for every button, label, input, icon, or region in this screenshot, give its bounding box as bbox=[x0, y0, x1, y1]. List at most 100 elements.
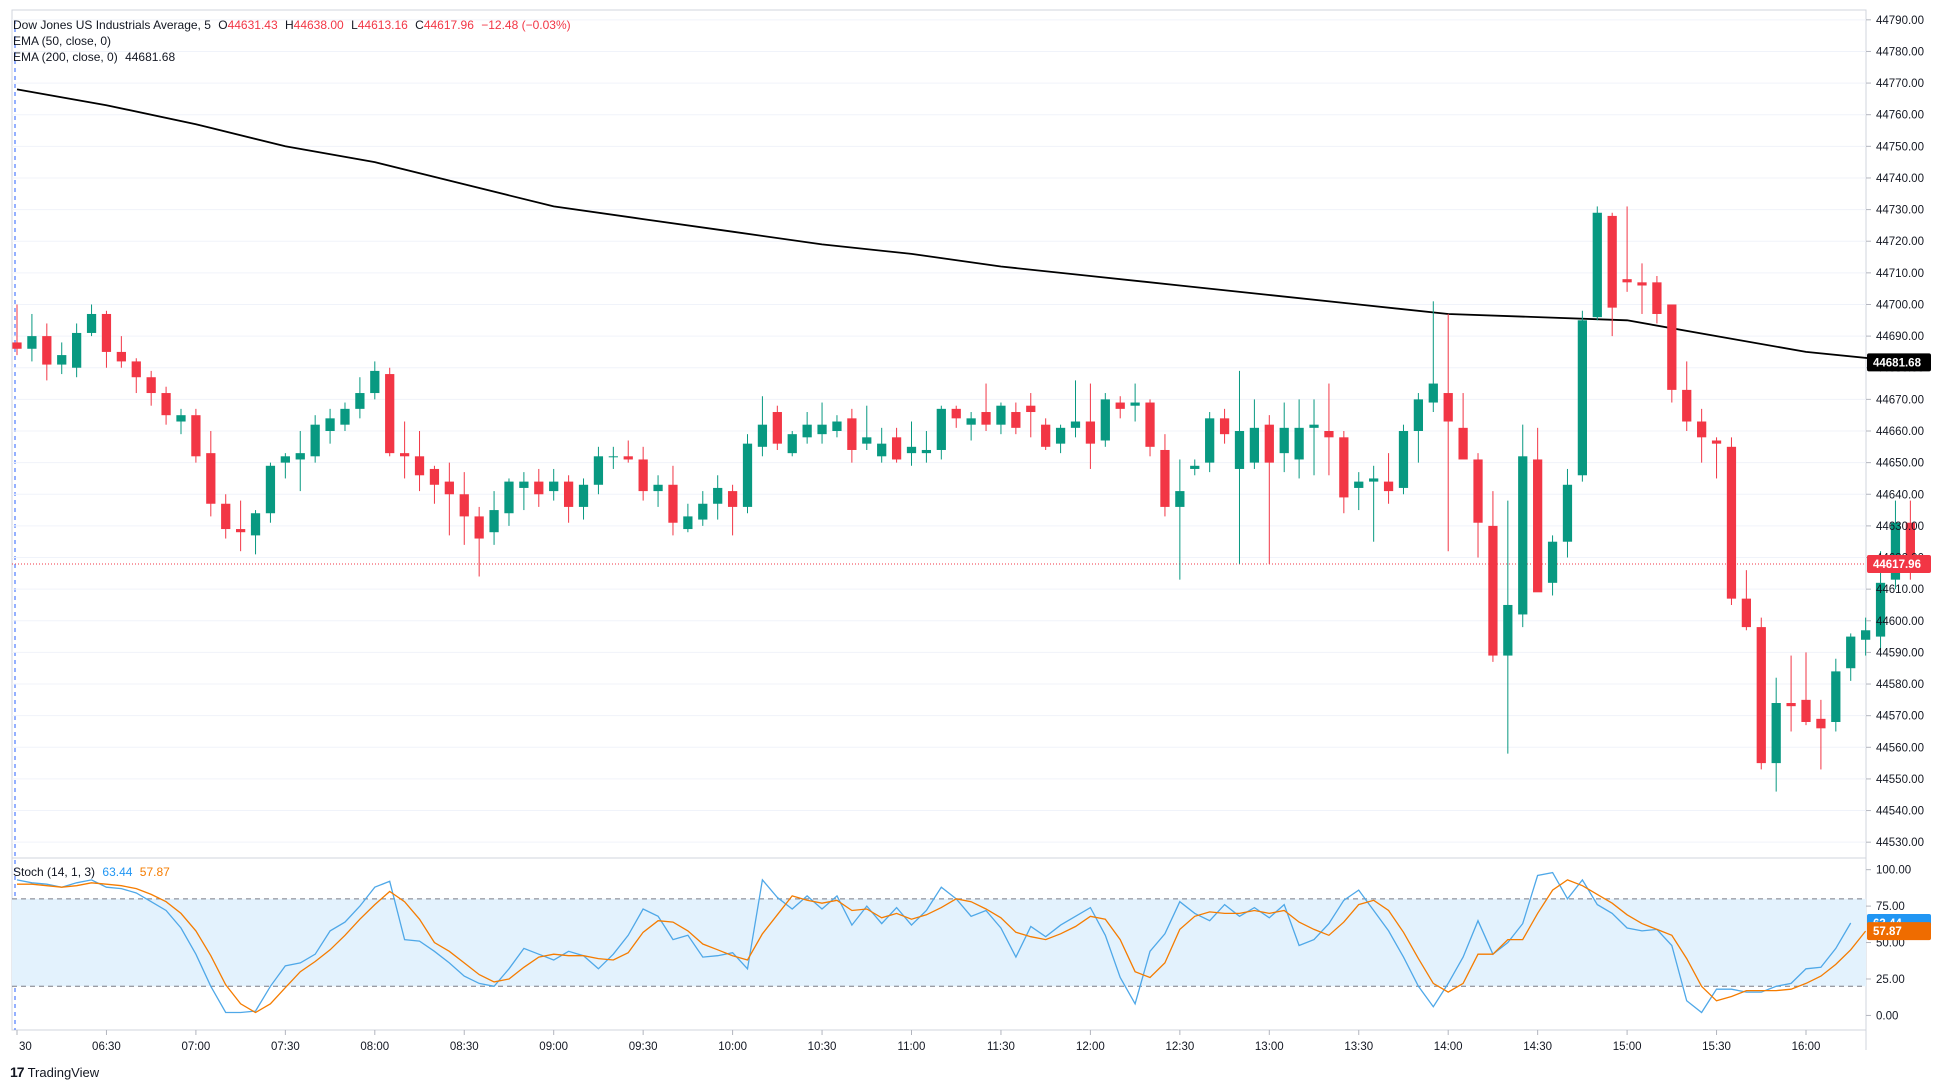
candle-body bbox=[146, 377, 156, 394]
candle-body bbox=[921, 449, 932, 454]
candle bbox=[1234, 370, 1245, 564]
time-tick-label: 13:00 bbox=[1255, 1041, 1284, 1053]
candle-body bbox=[1279, 427, 1289, 454]
candle-body bbox=[847, 418, 857, 450]
candle bbox=[1771, 677, 1781, 792]
candle bbox=[534, 468, 544, 507]
candle bbox=[951, 405, 961, 428]
candle-body bbox=[608, 456, 618, 458]
candle-body bbox=[1831, 671, 1841, 722]
candle bbox=[1518, 424, 1528, 628]
time-tick-label: 12:30 bbox=[1165, 1041, 1194, 1053]
tradingview-logo[interactable]: 17 TradingView bbox=[10, 1064, 99, 1080]
candle-body bbox=[1190, 465, 1200, 469]
price-tick-label: 44570.00 bbox=[1876, 711, 1924, 723]
candle bbox=[474, 506, 484, 577]
price-tick-label: 44540.00 bbox=[1876, 806, 1924, 818]
candle-body bbox=[862, 437, 872, 444]
candle bbox=[1667, 304, 1677, 403]
candle-body bbox=[429, 468, 440, 485]
time-tick-label: 11:30 bbox=[987, 1041, 1015, 1053]
price-tick-label: 44580.00 bbox=[1876, 679, 1924, 691]
candle bbox=[1682, 361, 1692, 431]
candle bbox=[1652, 276, 1662, 324]
candle bbox=[340, 402, 350, 431]
ohlc-high: H44638.00 bbox=[284, 18, 344, 32]
candle bbox=[966, 412, 976, 441]
candle bbox=[593, 446, 604, 495]
candle-body bbox=[966, 418, 976, 425]
candle bbox=[1369, 465, 1379, 542]
candle bbox=[1607, 212, 1617, 337]
candle bbox=[668, 465, 678, 536]
candle-body bbox=[459, 494, 469, 517]
candle-body bbox=[1786, 703, 1796, 707]
ema200-legend[interactable]: EMA (200, close, 0) 44681.68 bbox=[13, 49, 179, 65]
time-tick-label: 07:00 bbox=[182, 1041, 211, 1053]
price-tick-label: 44700.00 bbox=[1876, 299, 1924, 311]
candle bbox=[1070, 380, 1081, 438]
candle bbox=[1562, 468, 1573, 558]
candle-body bbox=[191, 415, 201, 457]
candle-body bbox=[891, 437, 902, 460]
candle-body bbox=[638, 459, 648, 492]
candle-body bbox=[265, 465, 276, 514]
time-tick-label: 08:00 bbox=[360, 1041, 389, 1053]
candle-body bbox=[623, 456, 633, 460]
candle bbox=[236, 500, 246, 552]
time-tick-label: 10:00 bbox=[718, 1041, 747, 1053]
candle-body bbox=[1354, 481, 1364, 488]
candle-body bbox=[1175, 491, 1185, 507]
candle-body bbox=[1011, 412, 1021, 428]
price-axis[interactable]: 44530.00 44540.00 44550.00 44560.00 44570.00… bbox=[1866, 15, 1924, 1023]
candle bbox=[1890, 500, 1901, 590]
candle bbox=[146, 370, 156, 406]
candle-body bbox=[355, 393, 365, 409]
price-tick-label: 44760.00 bbox=[1876, 110, 1924, 122]
price-tick-label: 44780.00 bbox=[1876, 46, 1924, 58]
stoch-tick-label: 0.00 bbox=[1876, 1010, 1898, 1022]
stochastic-pane bbox=[12, 871, 1867, 1014]
candle bbox=[459, 472, 469, 545]
stoch-tick-label: 75.00 bbox=[1876, 901, 1905, 913]
candle bbox=[1205, 412, 1215, 473]
price-tick-label: 44560.00 bbox=[1876, 742, 1924, 754]
candle bbox=[1324, 383, 1334, 476]
candle-body bbox=[1741, 598, 1751, 628]
candle bbox=[1011, 402, 1021, 435]
stoch-tick-label: 50.00 bbox=[1876, 938, 1905, 950]
time-axis[interactable]: 30 06:30 07:00 07:30 08:00 08:30 09:00 09:30 10:… bbox=[16, 1030, 1820, 1053]
candle bbox=[891, 427, 902, 463]
candle bbox=[504, 478, 514, 526]
candle-body bbox=[936, 408, 946, 450]
stoch-k-value: 63.44 bbox=[102, 865, 133, 879]
time-tick-label: 14:00 bbox=[1434, 1041, 1463, 1053]
candle bbox=[1592, 206, 1602, 321]
candle-body bbox=[1592, 212, 1602, 318]
candle-body bbox=[1816, 718, 1826, 729]
candle-body bbox=[1443, 393, 1453, 422]
ema50-legend[interactable]: EMA (50, close, 0) bbox=[13, 33, 115, 49]
candle-body bbox=[101, 313, 112, 352]
candle-body bbox=[1711, 440, 1722, 444]
candle bbox=[116, 336, 126, 368]
symbol-legend[interactable]: Dow Jones US Industrials Average, 5 O446… bbox=[13, 17, 575, 33]
candle-body bbox=[742, 443, 753, 507]
stoch-legend[interactable]: Stoch (14, 1, 3) 63.44 57.87 bbox=[13, 864, 174, 880]
stoch-band bbox=[12, 898, 1866, 987]
candle-body bbox=[1398, 431, 1409, 488]
ohlc-low: L44613.16 bbox=[351, 18, 408, 32]
candle-body bbox=[1383, 481, 1394, 492]
candle bbox=[519, 472, 529, 511]
candle bbox=[623, 440, 633, 463]
time-tick-label: 30 bbox=[19, 1041, 32, 1053]
candle bbox=[698, 491, 708, 526]
price-tick-label: 44550.00 bbox=[1876, 774, 1924, 786]
stoch-label: Stoch (14, 1, 3) bbox=[13, 865, 96, 879]
ema200-price-badge: 44681.68 bbox=[1867, 353, 1931, 372]
candle bbox=[399, 421, 410, 479]
candle-body bbox=[832, 421, 842, 431]
candle-body bbox=[1667, 304, 1677, 390]
candle-body bbox=[1055, 427, 1066, 444]
